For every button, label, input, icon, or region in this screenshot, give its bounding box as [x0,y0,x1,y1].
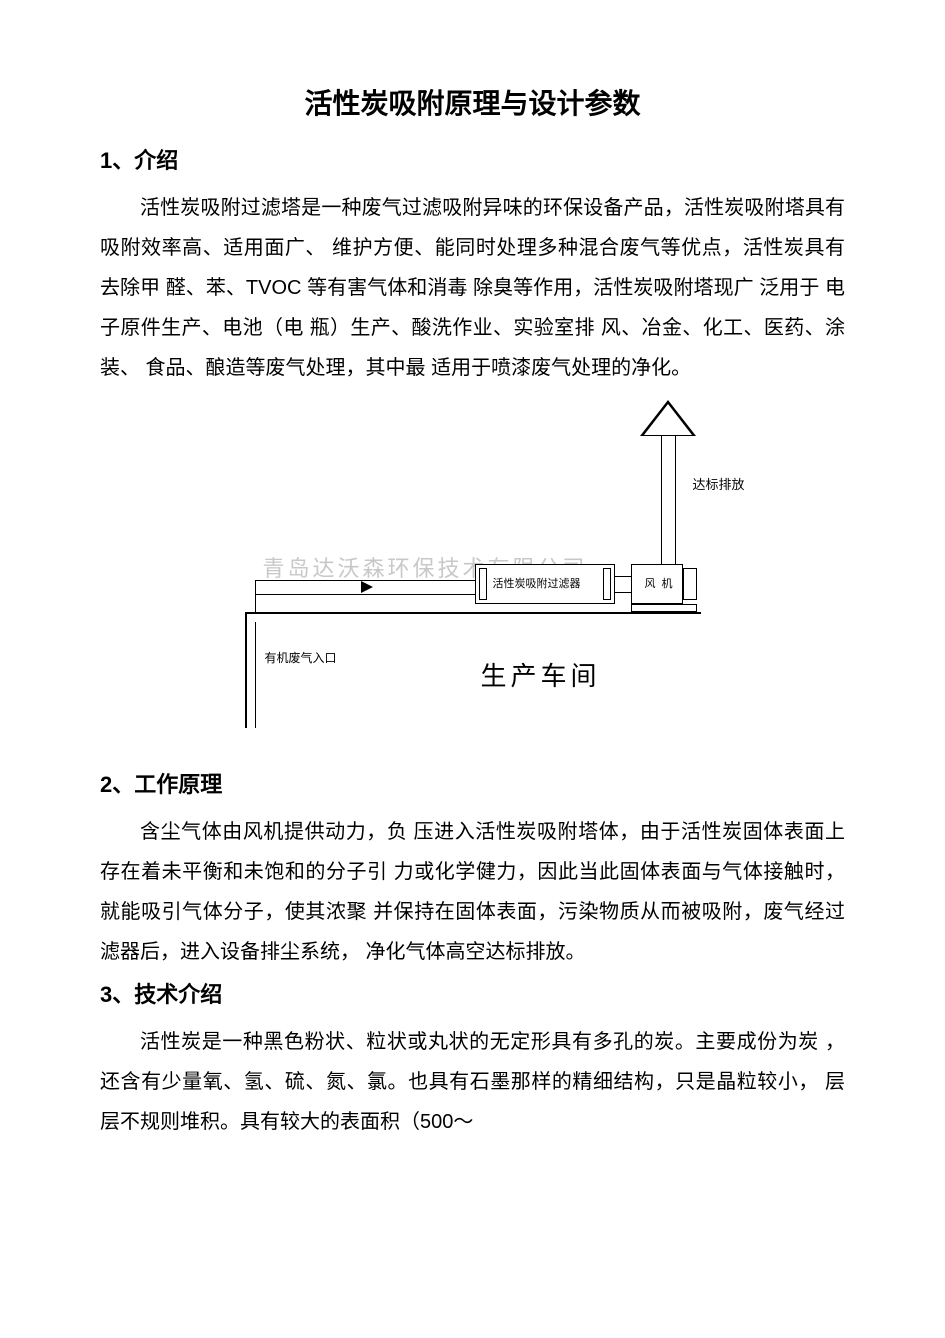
stack-line-left [661,418,662,564]
section3-heading: 3、技术介绍 [100,984,845,1006]
workshop-label: 生产车间 [481,664,601,690]
page-title: 活性炭吸附原理与设计参数 [100,90,845,118]
adsorber-endcap-right [603,568,611,600]
exhaust-label: 达标排放 [693,478,745,491]
fan-side [683,568,697,600]
section2-paragraph: 含尘气体由风机提供动力，负 压进入活性炭吸附塔体，由于活性炭固体表面上存在着未平… [100,812,845,972]
diagram-container: 青岛达沃森环保技术有限公司 达标排放 有机废气入口 活性炭吸附过滤器 风机 [100,406,845,746]
adsorber-endcap-left [479,568,487,600]
inlet-vertical [245,612,247,728]
ground-line [245,612,701,614]
section1-heading: 1、介绍 [100,150,845,172]
exhaust-arrow-inner [644,404,692,435]
process-diagram: 青岛达沃森环保技术有限公司 达标排放 有机废气入口 活性炭吸附过滤器 风机 [193,406,753,746]
duct-bottom [255,594,475,595]
conn-top [615,576,631,577]
adsorber-label: 活性炭吸附过滤器 [493,579,581,590]
inlet-vertical-2 [255,622,256,728]
duct-left-cap [255,580,256,612]
section2-heading: 2、工作原理 [100,774,845,796]
stack-line-right [675,418,676,564]
fan-base [631,604,697,612]
inlet-arrow-icon [361,581,373,593]
fan-label: 风机 [645,579,679,590]
inlet-label: 有机废气入口 [265,652,337,664]
section3-paragraph: 活性炭是一种黑色粉状、粒状或丸状的无定形具有多孔的炭。主要成份为炭 ，还含有少量… [100,1022,845,1142]
conn-bot [615,592,631,593]
section1-paragraph: 活性炭吸附过滤塔是一种废气过滤吸附异味的环保设备产品，活性炭吸附塔具有吸附效率高… [100,188,845,388]
